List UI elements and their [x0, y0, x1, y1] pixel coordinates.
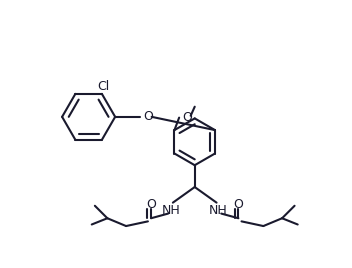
Text: O: O	[182, 111, 192, 124]
Text: NH: NH	[209, 204, 227, 217]
Text: O: O	[146, 198, 156, 211]
Text: Cl: Cl	[98, 80, 109, 92]
Text: O: O	[233, 198, 243, 211]
Text: O: O	[143, 110, 153, 123]
Text: NH: NH	[162, 204, 181, 217]
